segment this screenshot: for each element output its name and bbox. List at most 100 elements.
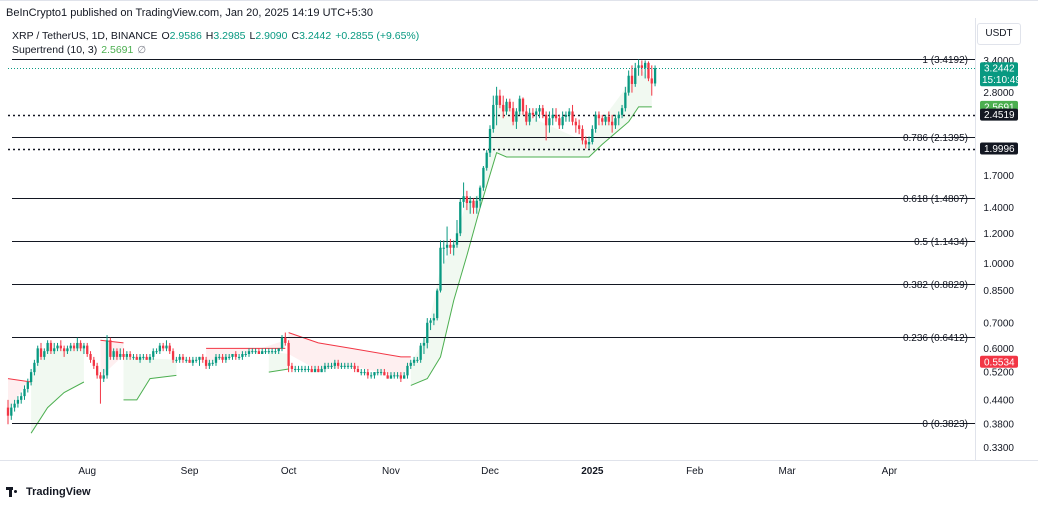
candle-body <box>72 345 76 349</box>
candle <box>644 60 647 79</box>
candle <box>396 372 399 379</box>
candle <box>79 340 82 352</box>
candle-body <box>343 365 346 367</box>
candle <box>548 111 551 133</box>
candle-body <box>511 108 515 122</box>
candle <box>244 351 247 357</box>
candle <box>502 95 505 119</box>
price-tag-value: 1.9996 <box>984 144 1015 155</box>
candle <box>224 354 228 363</box>
footer-branding: TradingView <box>6 486 91 498</box>
candle <box>333 359 336 369</box>
candle <box>284 332 287 346</box>
candle-body <box>122 354 125 357</box>
x-tick-label: Aug <box>78 466 96 477</box>
candle-body <box>455 233 459 245</box>
candle-body <box>634 67 637 84</box>
candle-body <box>373 372 376 376</box>
candle-body <box>610 121 614 126</box>
candle-body <box>128 354 132 357</box>
candle-body <box>191 359 195 363</box>
candle <box>409 359 412 369</box>
candle-body <box>360 372 363 374</box>
candle <box>386 372 389 379</box>
candle <box>373 372 376 379</box>
candle <box>350 362 353 369</box>
candle <box>231 354 234 360</box>
candle <box>508 98 511 112</box>
candle-body <box>518 98 521 112</box>
candle-body <box>581 128 584 141</box>
candle-body <box>492 104 495 129</box>
candle-body <box>416 359 419 361</box>
candle <box>587 136 591 149</box>
candle <box>59 340 62 352</box>
candle-body <box>162 345 165 349</box>
candle <box>66 345 69 355</box>
candle-body <box>624 92 627 109</box>
price-tag-0 <box>980 62 1018 87</box>
supertrend-fill-1 <box>31 347 84 434</box>
candle <box>26 378 29 393</box>
candle-body <box>356 368 360 373</box>
candle-body <box>432 318 436 321</box>
currency-button[interactable]: USDT <box>977 23 1021 45</box>
symbol-label[interactable]: XRP / TetherUS, 1D, BINANCE <box>12 30 158 42</box>
candle-body <box>33 362 36 373</box>
candle-body <box>211 362 214 364</box>
candle <box>112 348 115 360</box>
candle-body <box>528 112 531 122</box>
candle <box>630 65 634 93</box>
candle <box>181 354 185 363</box>
candle-body <box>36 348 39 363</box>
supertrend-layer <box>7 66 652 434</box>
candle <box>115 348 119 360</box>
candle-body <box>327 365 330 367</box>
candle-body <box>568 111 571 115</box>
supertrend-fill-3 <box>123 355 177 400</box>
eye-off-icon[interactable]: ∅ <box>137 45 147 56</box>
y-tick-label: 1.2000 <box>983 229 1014 240</box>
candle-body <box>46 342 49 352</box>
candle <box>178 354 181 363</box>
x-tick-label: Feb <box>686 466 704 477</box>
candle <box>254 348 257 355</box>
y-tick-label: 0.3300 <box>983 443 1014 454</box>
candle <box>412 356 416 366</box>
candle <box>76 337 79 352</box>
x-tick-label: Oct <box>281 466 297 477</box>
low-value: 2.9090 <box>255 30 288 42</box>
candle <box>591 125 594 145</box>
candle-body <box>307 368 310 370</box>
candle-body <box>393 375 396 377</box>
candle-body <box>535 111 538 115</box>
candle <box>426 318 429 349</box>
candle <box>218 354 221 360</box>
candle-body <box>102 375 105 379</box>
candle-body <box>591 128 594 142</box>
supertrend-line-up-3 <box>123 374 177 401</box>
candle-body <box>155 351 158 353</box>
candle-body <box>168 345 171 352</box>
candle-body <box>241 354 244 357</box>
candle <box>528 108 531 126</box>
candle <box>165 340 168 352</box>
indicator-name[interactable]: Supertrend (10, 3) <box>12 44 98 56</box>
candle-body <box>264 351 267 353</box>
price-tag-value: 2.4519 <box>984 110 1015 121</box>
candle <box>155 348 158 355</box>
candle-body <box>10 407 13 416</box>
candle <box>69 342 72 352</box>
candle <box>340 362 343 369</box>
candle <box>399 372 403 382</box>
x-tick-label: Nov <box>382 466 400 477</box>
candle-body <box>145 356 148 360</box>
candle-body <box>561 116 564 126</box>
candle-body <box>525 111 528 122</box>
candle-body <box>538 108 541 112</box>
candle-body <box>261 351 264 355</box>
candle-body <box>323 365 327 369</box>
candle <box>574 118 577 133</box>
candle <box>525 104 528 126</box>
